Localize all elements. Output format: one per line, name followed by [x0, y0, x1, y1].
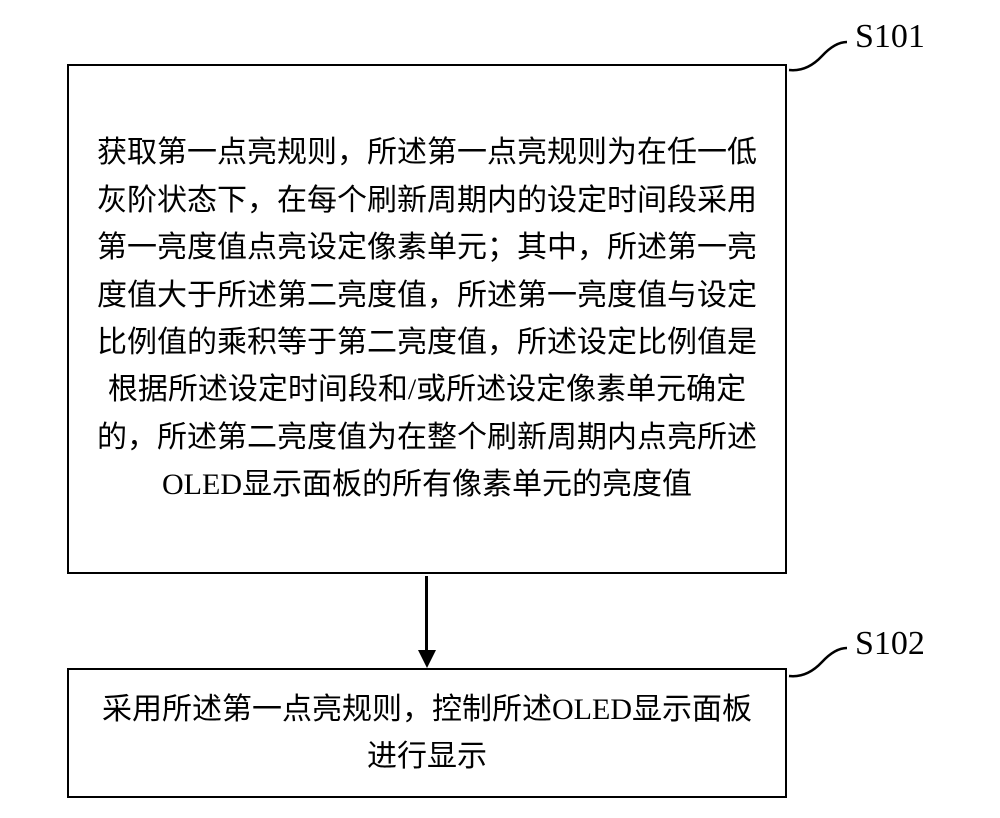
step-s101-box: 获取第一点亮规则，所述第一点亮规则为在任一低灰阶状态下，在每个刷新周期内的设定时… [67, 64, 787, 574]
step-s102-label: S102 [855, 625, 925, 663]
step-s101-text: 获取第一点亮规则，所述第一点亮规则为在任一低灰阶状态下，在每个刷新周期内的设定时… [89, 129, 765, 508]
step-s102-text: 采用所述第一点亮规则，控制所述OLED显示面板进行显示 [89, 686, 765, 781]
step-s102-box: 采用所述第一点亮规则，控制所述OLED显示面板进行显示 [67, 668, 787, 798]
arrow-s101-s102-head [418, 650, 436, 668]
step-s101-label-connector [787, 36, 857, 78]
step-s102-label-connector [787, 642, 857, 684]
flowchart-canvas: 获取第一点亮规则，所述第一点亮规则为在任一低灰阶状态下，在每个刷新周期内的设定时… [0, 0, 1000, 818]
arrow-s101-s102-line [425, 576, 428, 652]
step-s101-label: S101 [855, 18, 925, 56]
